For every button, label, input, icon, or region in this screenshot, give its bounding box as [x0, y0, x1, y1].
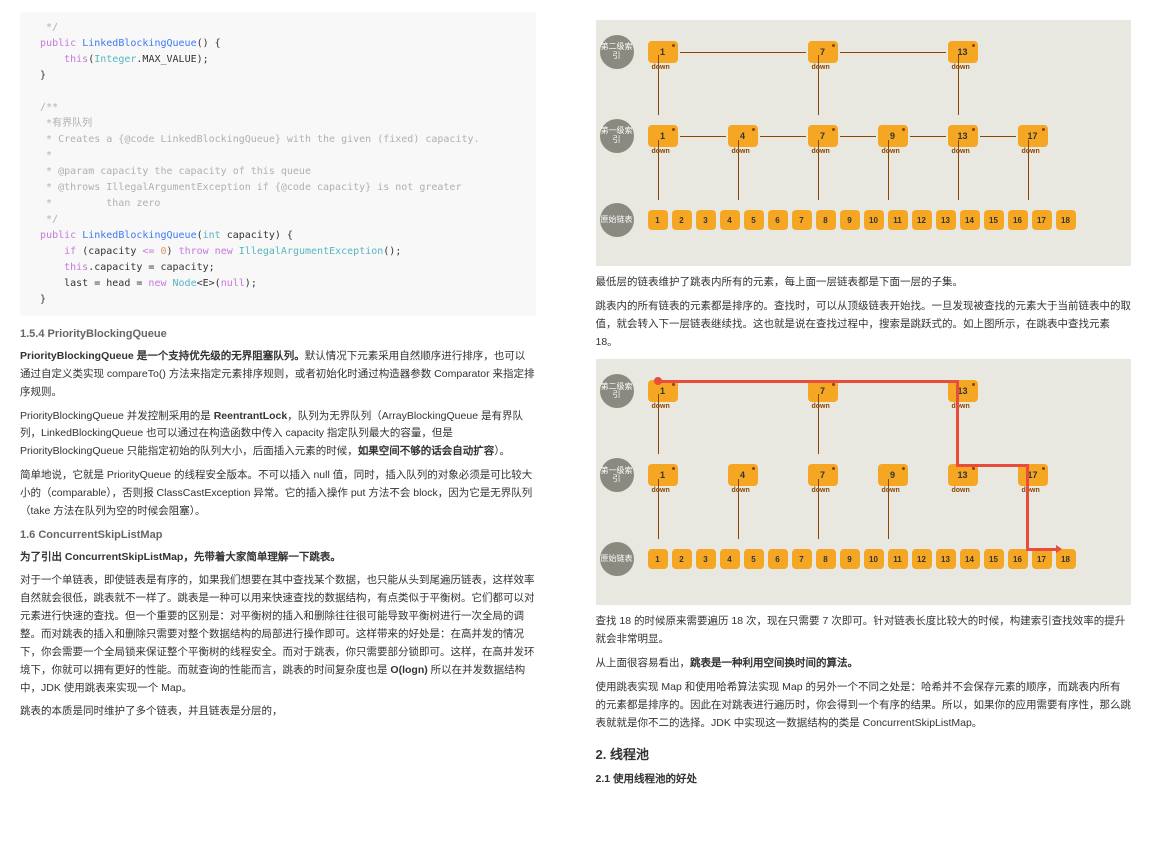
r-para-3: 查找 18 的时候原来需要遍历 18 次，现在只需要 7 次即可。针对链表长度比… — [596, 613, 1132, 649]
para-4: 为了引出 ConcurrentSkipListMap，先带着大家简单理解一下跳表… — [20, 549, 536, 567]
r-para-2: 跳表内的所有链表的元素都是排序的。查找时，可以从顶级链表开始找。一旦发现被查找的… — [596, 298, 1132, 352]
heading-154: 1.5.4 PriorityBlockingQueue — [20, 328, 536, 340]
para-5: 对于一个单链表，即使链表是有序的，如果我们想要在其中查找某个数据，也只能从头到尾… — [20, 572, 536, 697]
r-para-1: 最低层的链表维护了跳表内所有的元素，每上面一层链表都是下面一层的子集。 — [596, 274, 1132, 292]
para-3: 简单地说，它就是 PriorityQueue 的线程安全版本。不可以插入 nul… — [20, 467, 536, 521]
heading-21: 2.1 使用线程池的好处 — [596, 771, 1132, 789]
para-1: PriorityBlockingQueue 是一个支持优先级的无界阻塞队列。默认… — [20, 348, 536, 402]
skiplist-diagram-1: 第二级索引 1down 7down 13down 第一级索引 1down 4do… — [596, 20, 1132, 266]
para-2: PriorityBlockingQueue 并发控制采用的是 Reentrant… — [20, 408, 536, 462]
para-6: 跳表的本质是同时维护了多个链表，并且链表是分层的， — [20, 703, 536, 721]
heading-2: 2. 线程池 — [596, 744, 1132, 763]
code-block: */ public LinkedBlockingQueue() { this(I… — [20, 12, 536, 316]
r-para-5: 使用跳表实现 Map 和使用哈希算法实现 Map 的另外一个不同之处是：哈希并不… — [596, 679, 1132, 733]
heading-16: 1.6 ConcurrentSkipListMap — [20, 529, 536, 541]
skiplist-diagram-2: 第二级索引 1down 7down 13down 第一级索引 1down 4do… — [596, 359, 1132, 605]
r-para-4: 从上面很容易看出，跳表是一种利用空间换时间的算法。 — [596, 655, 1132, 673]
